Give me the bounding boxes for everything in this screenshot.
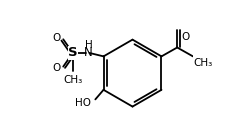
Text: H: H	[85, 40, 92, 50]
Text: CH₃: CH₃	[194, 58, 213, 68]
Text: S: S	[68, 47, 78, 59]
Text: O: O	[52, 63, 61, 73]
Text: HO: HO	[74, 99, 90, 108]
Text: O: O	[52, 33, 61, 43]
Text: O: O	[181, 32, 189, 42]
Text: N: N	[84, 47, 93, 59]
Text: CH₃: CH₃	[63, 75, 82, 85]
